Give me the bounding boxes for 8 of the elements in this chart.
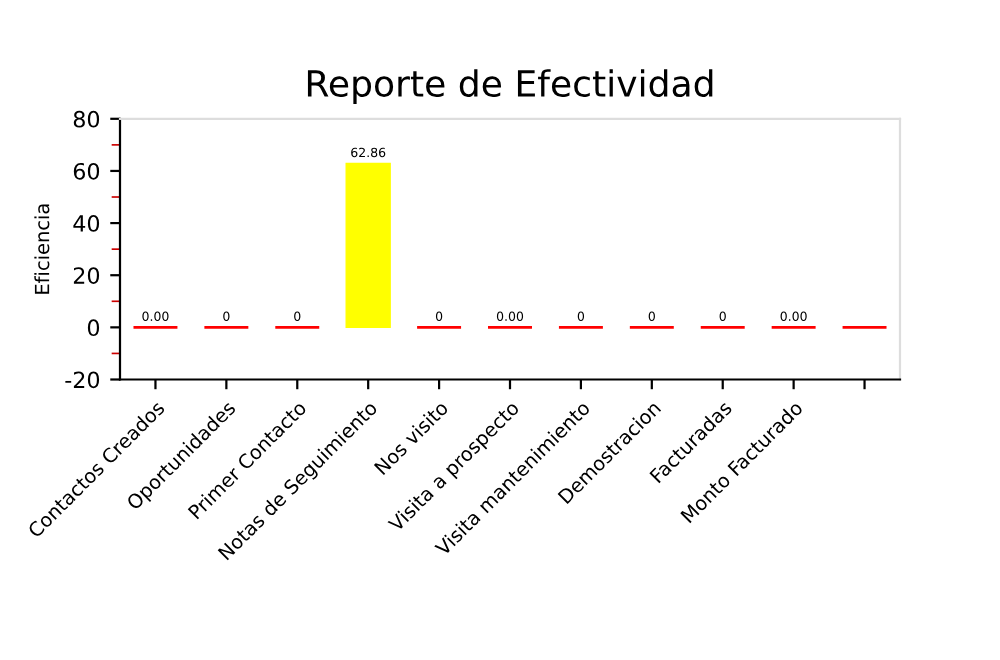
y-tick-label: 80: [73, 110, 100, 128]
chart-title: Reporte de Efectividad: [307, 69, 713, 105]
y-tick-label: 40: [73, 215, 100, 232]
y-tick-label: -20: [65, 371, 100, 389]
y-tick-label: 0: [87, 319, 100, 337]
y-tick-label: 20: [73, 267, 100, 284]
y-axis-title: Eficiencia: [34, 204, 50, 294]
y-tick-label: 60: [73, 162, 100, 180]
